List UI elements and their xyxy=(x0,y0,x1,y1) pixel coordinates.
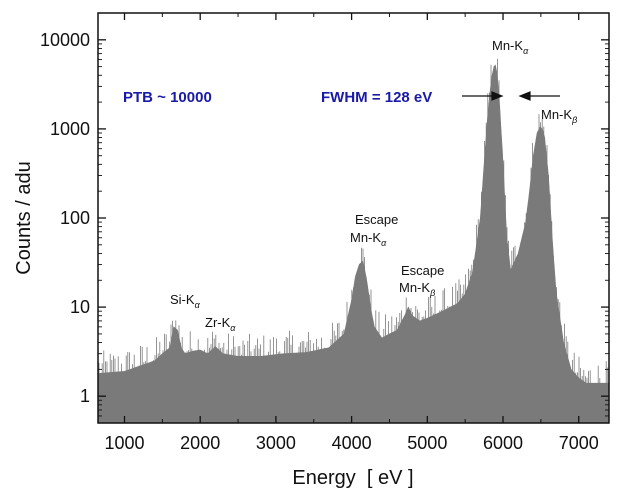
y-axis-title: Counts / adu xyxy=(13,161,35,274)
escape-ka-label-sub: α xyxy=(381,238,387,248)
x-axis-title: Energy [ eV ] xyxy=(292,467,413,489)
y-tick-label: 10000 xyxy=(40,30,90,50)
x-tick-label: 5000 xyxy=(407,433,447,453)
x-tick-label: 6000 xyxy=(483,433,523,453)
y-axis-ticks: 1 10 100 1000 10000 xyxy=(40,30,609,417)
x-tick-label: 2000 xyxy=(180,433,220,453)
zr-ka-label-main: Zr-K xyxy=(205,315,231,330)
ptb-annotation: PTB ~ 10000 xyxy=(123,89,212,106)
y-tick-label: 10 xyxy=(70,297,90,317)
mn-kb-label-main: Mn-K xyxy=(541,107,572,122)
fwhm-annotation: FWHM = 128 eV xyxy=(321,89,432,106)
noise-spike-layer xyxy=(98,58,609,423)
mn-ka-label: Mn-Kα xyxy=(492,38,529,56)
zr-ka-label: Zr-Kα xyxy=(205,315,236,333)
x-tick-label: 7000 xyxy=(559,433,599,453)
si-ka-label-main: Si-K xyxy=(170,292,195,307)
x-tick-label: 1000 xyxy=(104,433,144,453)
mn-kb-label-sub: β xyxy=(571,115,577,125)
fwhm-left-arrow-head xyxy=(491,91,504,101)
si-ka-label-sub: α xyxy=(195,300,201,310)
x-tick-label: 4000 xyxy=(332,433,372,453)
y-tick-label: 100 xyxy=(60,208,90,228)
y-tick-label: 1 xyxy=(80,386,90,406)
mn-kb-label: Mn-Kβ xyxy=(541,107,577,125)
x-axis-ticks: 1000 2000 3000 4000 5000 6000 7000 xyxy=(104,13,599,453)
escape-ka-label: Mn-Kα xyxy=(350,230,387,248)
escape-kb-label-line1: Escape xyxy=(401,263,444,278)
fwhm-right-arrow-head xyxy=(518,91,531,101)
mn-ka-label-main: Mn-K xyxy=(492,38,523,53)
escape-ka-label-main: Mn-K xyxy=(350,230,381,245)
mn-ka-label-sub: α xyxy=(523,46,529,56)
escape-kb-label-main: Mn-K xyxy=(399,280,430,295)
fwhm-arrows xyxy=(462,91,560,101)
x-tick-label: 3000 xyxy=(256,433,296,453)
si-ka-label: Si-Kα xyxy=(170,292,201,310)
escape-kb-label-sub: β xyxy=(429,288,435,298)
escape-kb-label: Mn-Kβ xyxy=(399,280,435,298)
zr-ka-label-sub: α xyxy=(230,323,236,333)
escape-ka-label-line1: Escape xyxy=(355,212,398,227)
y-tick-label: 1000 xyxy=(50,119,90,139)
